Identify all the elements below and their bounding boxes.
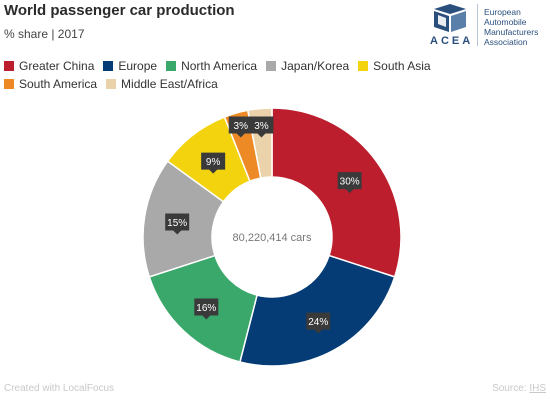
chart-subtitle: % share | 2017 (4, 27, 85, 41)
donut-slice[interactable] (239, 254, 396, 367)
source-link[interactable]: IHS (529, 383, 546, 394)
legend-label: Greater China (19, 59, 95, 73)
legend-swatch (103, 61, 114, 71)
data-label: 15% (165, 213, 190, 235)
acea-logo: ACEA European Automobile Manufacturers A… (430, 3, 548, 47)
legend-label: Europe (118, 59, 158, 73)
legend-swatch (4, 79, 14, 89)
data-label-bubble (201, 152, 226, 174)
legend-swatch (166, 61, 177, 71)
legend-label: South Asia (373, 59, 431, 73)
acea-full-name: European Automobile Manufacturers Associ… (484, 7, 548, 47)
legend-item[interactable]: South America (4, 76, 97, 92)
brand-name-line: European (484, 7, 521, 17)
legend-item[interactable]: South Asia (358, 58, 431, 74)
data-label-bubble (228, 116, 253, 138)
donut-slice[interactable] (271, 107, 402, 278)
legend-label: North America (181, 59, 258, 73)
data-label: 16% (194, 298, 219, 320)
data-label-text: 24% (308, 317, 328, 328)
legend-item[interactable]: Japan/Korea (266, 58, 349, 74)
brand-divider (477, 4, 478, 46)
brand-name-line: Automobile (484, 17, 527, 27)
legend-item[interactable]: Middle East/Africa (106, 76, 218, 92)
data-label-text: 3% (234, 121, 249, 132)
legend-swatch (266, 61, 277, 71)
footer-credit: Created with LocalFocus (4, 383, 115, 394)
legend-item[interactable]: Europe (103, 58, 157, 74)
legend-swatch (106, 79, 117, 89)
data-label: 3% (228, 116, 253, 138)
source-label: Source: (492, 383, 530, 394)
data-label: 30% (337, 172, 362, 194)
data-label-bubble (194, 298, 219, 320)
data-label: 9% (201, 152, 226, 174)
legend-swatch (4, 61, 14, 71)
data-label-bubble (249, 116, 274, 138)
data-label-bubble (337, 172, 362, 194)
legend-item[interactable]: North America (166, 58, 257, 74)
data-label-text: 16% (196, 303, 216, 314)
donut-center-label: 80,220,414 cars (233, 232, 312, 244)
data-label-text: 3% (254, 121, 269, 132)
legend-swatch (358, 61, 369, 71)
legend-label: Middle East/Africa (121, 77, 218, 91)
data-label-bubble (165, 213, 190, 235)
legend-label: Japan/Korea (281, 59, 350, 73)
data-label: 24% (306, 312, 331, 334)
legend-label: South America (19, 77, 98, 91)
chart-legend: Greater China Europe North America Japan/Ko… (4, 58, 524, 92)
donut-chart: 80,220,414 cars 30% 24% 16% 15% 9% 3% 3% (142, 107, 402, 367)
data-label-text: 9% (206, 157, 221, 168)
legend-item[interactable]: Greater China (4, 58, 94, 74)
brand-name-line: Association (484, 37, 528, 47)
data-label-bubble (306, 312, 331, 334)
chart-title: World passenger car production (4, 2, 235, 19)
data-label-text: 15% (167, 218, 187, 229)
footer-source: Source: IHS (492, 383, 546, 394)
acea-cube-icon (434, 4, 466, 32)
brand-name-line: Manufacturers (484, 27, 539, 37)
data-label: 3% (249, 116, 274, 138)
acea-acronym: ACEA (430, 35, 474, 47)
data-label-text: 30% (340, 177, 360, 188)
